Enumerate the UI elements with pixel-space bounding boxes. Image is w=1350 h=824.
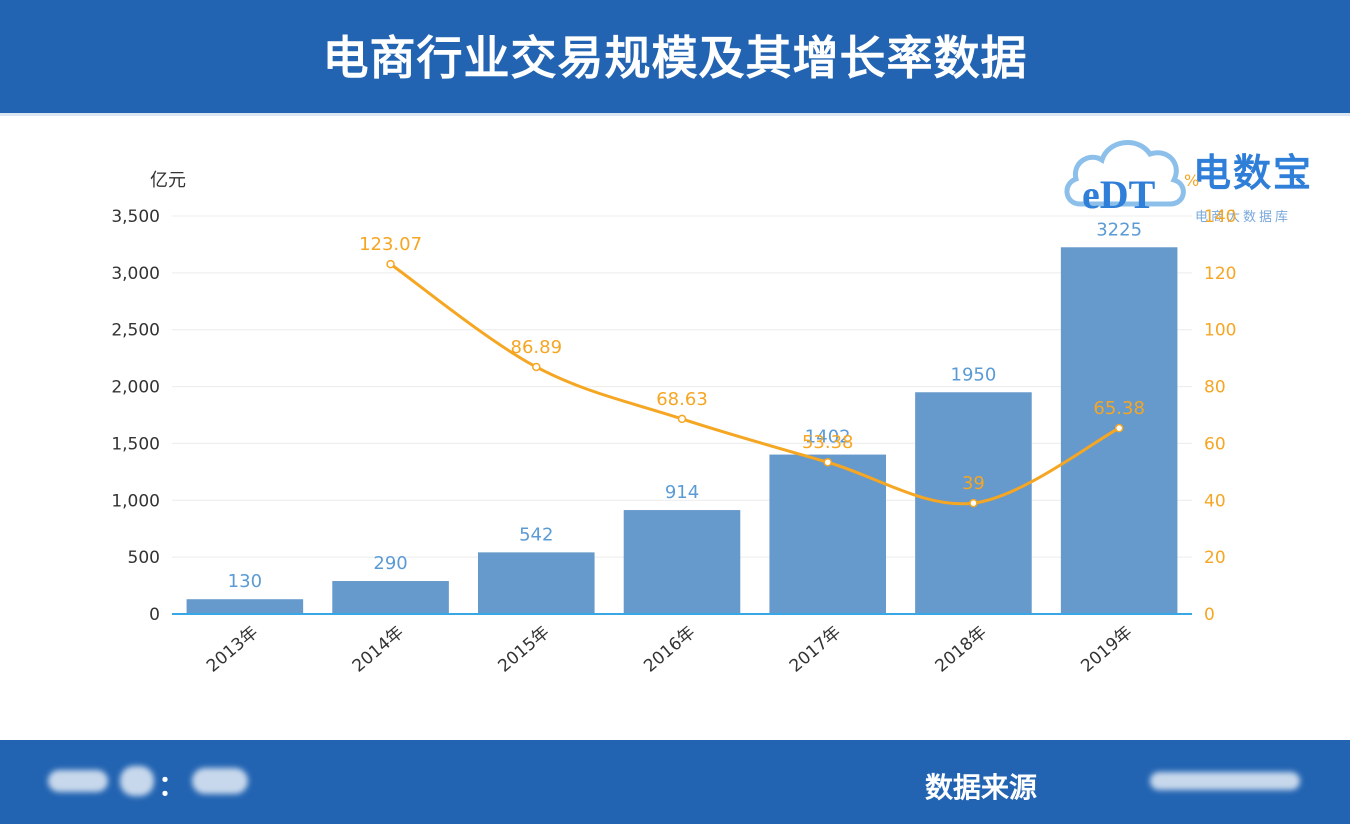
bar — [769, 454, 886, 614]
bar — [478, 552, 595, 614]
line-point — [677, 414, 687, 424]
footer-left-label: ： — [158, 769, 187, 802]
line-point — [1114, 423, 1124, 433]
y-right-tick-label: 80 — [1204, 378, 1226, 398]
y-right-unit: % — [1184, 171, 1199, 190]
y-right-tick-label: 40 — [1204, 491, 1226, 511]
line-point — [969, 498, 978, 508]
y-right-tick-label: 60 — [1204, 434, 1226, 454]
y-right-tick-label: 0 — [1204, 605, 1215, 625]
x-tick-label: 2015年 — [494, 623, 553, 677]
bar-value-label: 542 — [519, 524, 553, 545]
logo-brand-sub: 电商大数据库 — [1195, 210, 1292, 225]
line-value-label: 39 — [962, 473, 985, 494]
x-tick-label: 2016年 — [640, 623, 699, 677]
combo-chart: 0 500 1,000 1,500 2,000 2,500 3,000 3,500 0 20 40 6… — [111, 170, 1236, 677]
y-left-tick-label: 0 — [149, 605, 160, 625]
header-bar: 电商行业交易规模及其增长率数据 — [0, 0, 1350, 113]
y-left-tick-label: 1,500 — [111, 434, 160, 454]
redacted-blob — [120, 766, 154, 796]
brand-logo: eDT 电数宝 电商大数据库 — [1060, 122, 1340, 225]
page-title: 电商行业交易规模及其增长率数据 — [322, 31, 1028, 85]
line-value-label: 86.89 — [511, 337, 563, 358]
line-value-label: 53.38 — [802, 432, 854, 453]
y-right-tick-label: 100 — [1204, 321, 1236, 341]
bar — [623, 510, 741, 614]
redacted-blob — [48, 770, 108, 792]
line-value-label: 68.63 — [656, 389, 708, 410]
bar — [332, 581, 449, 614]
y-left-tick-label: 3,500 — [111, 207, 160, 227]
line-point — [823, 457, 832, 467]
line-point — [386, 259, 395, 269]
redacted-blob — [1150, 772, 1300, 790]
logo-brand-cn: 电数宝 — [1193, 151, 1314, 195]
bar-value-label: 1402 — [805, 427, 851, 448]
x-tick-label: 2017年 — [786, 623, 845, 677]
y-left-tick-label: 500 — [128, 548, 160, 568]
logo-en-text: eDT — [1082, 172, 1156, 217]
y-left-tick-label: 2,000 — [111, 378, 160, 398]
x-tick-label: 2014年 — [349, 623, 408, 677]
cloud-logo-icon: eDT — [1064, 140, 1186, 217]
x-tick-label: 2019年 — [1077, 623, 1136, 677]
bar-value-label: 1950 — [951, 364, 997, 385]
header-divider — [0, 113, 1350, 116]
y-right-tick-label: 120 — [1204, 264, 1236, 284]
y-right-tick-label: 140 — [1204, 207, 1236, 227]
bar-value-label: 3225 — [1096, 219, 1142, 240]
footer-bar: ： 数据来源 — [0, 740, 1350, 824]
bar-value-label: 290 — [373, 553, 407, 574]
line-value-label: 65.38 — [1093, 398, 1145, 419]
y-left-tick-label: 2,500 — [111, 321, 160, 341]
y-left-tick-label: 1,000 — [111, 491, 160, 511]
bar-value-label: 914 — [665, 482, 699, 503]
line-value-label: 123.07 — [359, 234, 422, 255]
footer-source-label: 数据来源 — [925, 771, 1038, 804]
bar — [186, 599, 304, 614]
y-left-unit: 亿元 — [150, 170, 186, 191]
x-tick-label: 2018年 — [932, 623, 991, 677]
redacted-blob — [192, 768, 248, 794]
line-point — [532, 362, 541, 372]
y-left-tick-label: 3,000 — [111, 264, 160, 284]
x-tick-label: 2013年 — [203, 623, 262, 677]
bar-value-label: 130 — [228, 571, 262, 592]
growth-rate-line — [389, 262, 1120, 506]
y-right-tick-label: 20 — [1204, 548, 1226, 568]
